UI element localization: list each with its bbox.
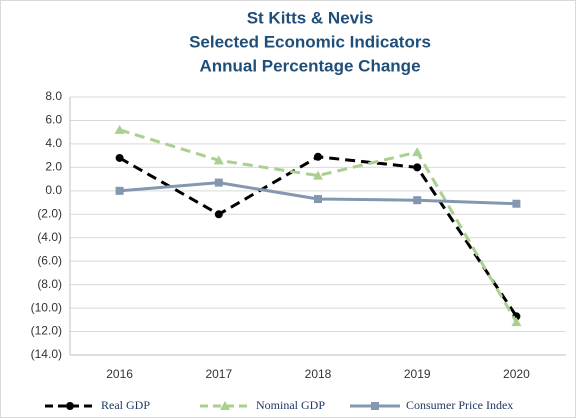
marker bbox=[115, 153, 124, 162]
y-tick-label: (6.0) bbox=[37, 253, 62, 267]
legend-label: Consumer Price Index bbox=[406, 398, 513, 412]
marker bbox=[314, 152, 322, 161]
y-tick-label: (8.0) bbox=[37, 277, 62, 291]
y-tick-label: (12.0) bbox=[31, 324, 62, 338]
marker bbox=[413, 163, 422, 172]
marker bbox=[412, 147, 423, 157]
marker bbox=[115, 186, 124, 195]
y-tick-label: 4.0 bbox=[45, 136, 62, 150]
legend-label: Real GDP bbox=[101, 398, 150, 412]
x-tick-label: 2017 bbox=[205, 367, 232, 381]
x-tick-label: 2018 bbox=[305, 367, 332, 381]
marker bbox=[511, 317, 522, 327]
x-tick-label: 2020 bbox=[503, 367, 530, 381]
x-tick-label: 2016 bbox=[106, 367, 133, 381]
chart-title: St Kitts & Nevis bbox=[247, 8, 374, 27]
y-tick-label: (14.0) bbox=[31, 347, 62, 361]
y-tick-label: (2.0) bbox=[37, 206, 62, 220]
marker bbox=[66, 402, 74, 410]
x-tick-label: 2019 bbox=[404, 367, 431, 381]
marker bbox=[214, 178, 223, 187]
chart-title: Selected Economic Indicators bbox=[189, 32, 431, 51]
y-tick-label: (4.0) bbox=[37, 230, 62, 244]
legend-label: Nominal GDP bbox=[256, 398, 325, 412]
series-line bbox=[119, 128, 518, 323]
y-tick-label: 8.0 bbox=[45, 89, 62, 103]
y-tick-label: (10.0) bbox=[31, 300, 62, 314]
marker bbox=[413, 196, 422, 205]
marker bbox=[213, 155, 224, 165]
y-tick-label: 6.0 bbox=[45, 113, 62, 127]
marker bbox=[220, 401, 230, 410]
marker bbox=[114, 124, 125, 134]
chart-title: Annual Percentage Change bbox=[199, 56, 420, 75]
y-tick-label: 0.0 bbox=[45, 183, 62, 197]
marker bbox=[313, 170, 323, 180]
marker bbox=[214, 210, 223, 219]
y-tick-label: 2.0 bbox=[45, 160, 62, 174]
marker bbox=[314, 195, 322, 204]
marker bbox=[371, 402, 379, 410]
marker bbox=[512, 199, 521, 208]
